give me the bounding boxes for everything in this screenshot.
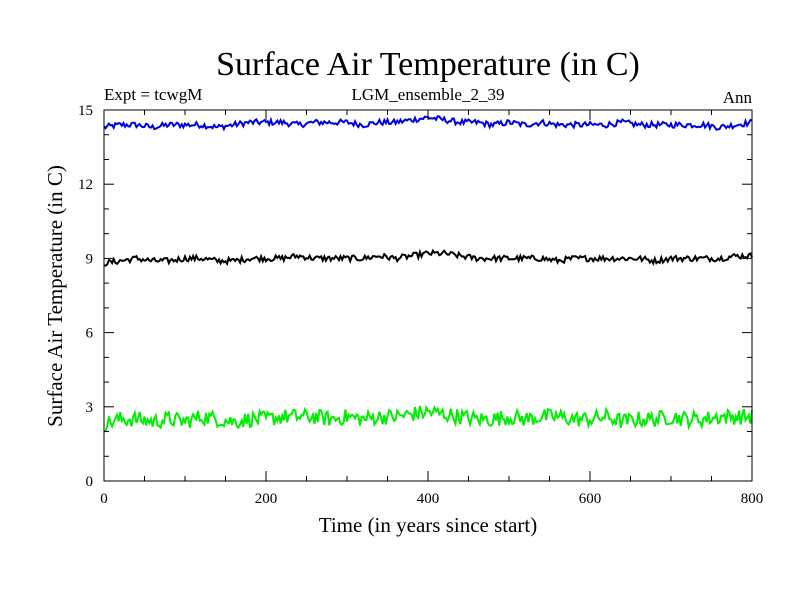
y-tick-label: 12 — [78, 177, 93, 193]
y-tick-label: 6 — [86, 326, 94, 342]
y-tick-label: 0 — [86, 474, 94, 490]
chart-title: Surface Air Temperature (in C) — [216, 46, 640, 83]
y-axis-label: Surface Air Temperature (in C) — [43, 165, 67, 427]
y-tick-label: 9 — [86, 251, 94, 267]
y-tick-label: 15 — [78, 103, 93, 119]
axes-layer: 0 200 400 600 800 0 3 6 9 12 15 — [78, 103, 763, 507]
x-tick-label: 800 — [741, 491, 764, 507]
season-label: Ann — [723, 88, 753, 107]
x-tick-label: 400 — [417, 491, 440, 507]
y-tick-label: 3 — [86, 400, 94, 416]
series-line-middle — [103, 248, 753, 267]
expt-label: Expt = tcwgM — [104, 85, 202, 104]
series-layer — [103, 115, 753, 433]
ensemble-label: LGM_ensemble_2_39 — [352, 85, 505, 104]
series-line-lower — [103, 404, 753, 433]
x-tick-label: 0 — [100, 491, 108, 507]
x-tick-label: 200 — [255, 491, 278, 507]
x-axis-label: Time (in years since start) — [319, 513, 538, 537]
x-tick-label: 600 — [579, 491, 602, 507]
